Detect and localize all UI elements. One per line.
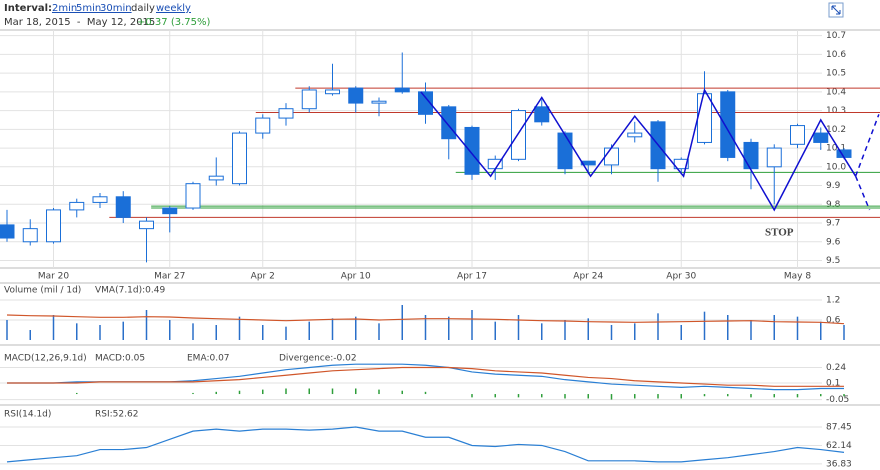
expand-icon[interactable] (828, 2, 844, 18)
series-line (6, 314, 845, 325)
annotation: STOP (765, 227, 794, 239)
y-tick-label: 9.5 (826, 256, 840, 266)
projection-line (854, 114, 880, 177)
candle-body (348, 87, 364, 104)
y-tick-label: 10.4 (826, 87, 846, 97)
y-tick-label: 0.6 (826, 316, 841, 326)
candle-body (534, 106, 550, 123)
legend-entry: Divergence:-0.02 (279, 354, 357, 364)
candle-body (0, 224, 15, 239)
x-tick-label: Apr 24 (573, 272, 603, 282)
candle-body (139, 220, 154, 230)
y-tick-label: 36.83 (826, 459, 852, 469)
candle-body (464, 126, 480, 175)
y-tick-label: 9.9 (826, 181, 841, 191)
candle-body (604, 147, 619, 166)
projection-line (854, 175, 871, 211)
x-tick-label: Apr 10 (341, 272, 371, 282)
candle-body (720, 91, 736, 158)
candle-body (69, 201, 85, 211)
candle-body (371, 100, 387, 104)
y-tick-label: 1.2 (826, 296, 840, 306)
candle-body (743, 141, 759, 170)
panel-title: RSI(14.1d) (4, 410, 51, 420)
candle-body (511, 110, 526, 160)
x-tick-label: Mar 20 (38, 272, 70, 282)
candle-body (232, 132, 247, 185)
y-tick-label: 10.1 (826, 144, 846, 154)
candle-body (697, 93, 712, 143)
price-change: +0.37 (3.75%) (137, 17, 211, 28)
y-tick-label: 10.0 (826, 162, 846, 172)
interval-link[interactable]: weekly (156, 3, 191, 14)
interval-current: daily (131, 3, 155, 14)
legend-entry: VMA(7.1d):0.49 (95, 286, 165, 296)
legend-entry: RSI:52.62 (95, 410, 138, 420)
candle-body (255, 117, 271, 134)
x-tick-label: May 8 (784, 272, 811, 282)
series-line (7, 366, 844, 387)
candle-body (185, 183, 201, 209)
interval-link[interactable]: 2min (52, 3, 78, 14)
candle-body (325, 89, 340, 95)
series-line (6, 426, 845, 463)
y-tick-label: 87.45 (826, 423, 852, 433)
x-tick-label: Apr 2 (251, 272, 275, 282)
y-tick-label: 0.1 (826, 378, 840, 388)
y-tick-label: 10.2 (826, 125, 846, 135)
candle-body (813, 132, 829, 143)
candle-body (441, 106, 457, 140)
date-range: Mar 18, 2015 - May 12, 2015 (4, 17, 156, 28)
y-tick-label: 0.24 (826, 363, 846, 373)
candle-body (418, 91, 433, 115)
panel-title: Volume (mil / 1d) (4, 286, 81, 296)
x-tick-label: Mar 27 (154, 272, 185, 282)
candle-body (278, 108, 294, 119)
legend-entry: EMA:0.07 (187, 354, 230, 364)
y-tick-label: 9.7 (826, 219, 840, 229)
candle-body (162, 207, 178, 215)
x-tick-label: Apr 17 (457, 272, 487, 282)
candle-body (394, 87, 410, 93)
y-tick-label: 10.5 (826, 69, 846, 79)
y-tick-label: 10.6 (826, 50, 846, 60)
candle-body (301, 89, 317, 110)
candle-body (92, 196, 108, 203)
interval-link[interactable]: 30min (100, 3, 132, 14)
candle-body (115, 196, 131, 218)
panel-title: MACD(12,26,9.1d) (4, 354, 87, 364)
candle-body (627, 132, 643, 138)
y-tick-label: 10.7 (826, 31, 846, 41)
zigzag-line (420, 87, 857, 212)
interval-link[interactable]: 5min (76, 3, 102, 14)
candle-body (22, 228, 38, 243)
candle-body (208, 175, 224, 181)
candle-body (46, 209, 61, 243)
candle-body (766, 147, 782, 168)
interval-label: Interval: (4, 3, 53, 14)
candle-body (790, 125, 805, 145)
y-tick-label: 9.6 (826, 237, 841, 247)
candle-body (557, 132, 573, 170)
candle-body (580, 160, 596, 166)
y-tick-label: 10.3 (826, 106, 846, 116)
legend-entry: MACD:0.05 (95, 354, 145, 364)
y-tick-label: 9.8 (826, 200, 841, 210)
y-tick-label: 62.14 (826, 441, 852, 451)
y-tick-label: -0.05 (826, 395, 849, 405)
x-tick-label: Apr 30 (666, 272, 696, 282)
